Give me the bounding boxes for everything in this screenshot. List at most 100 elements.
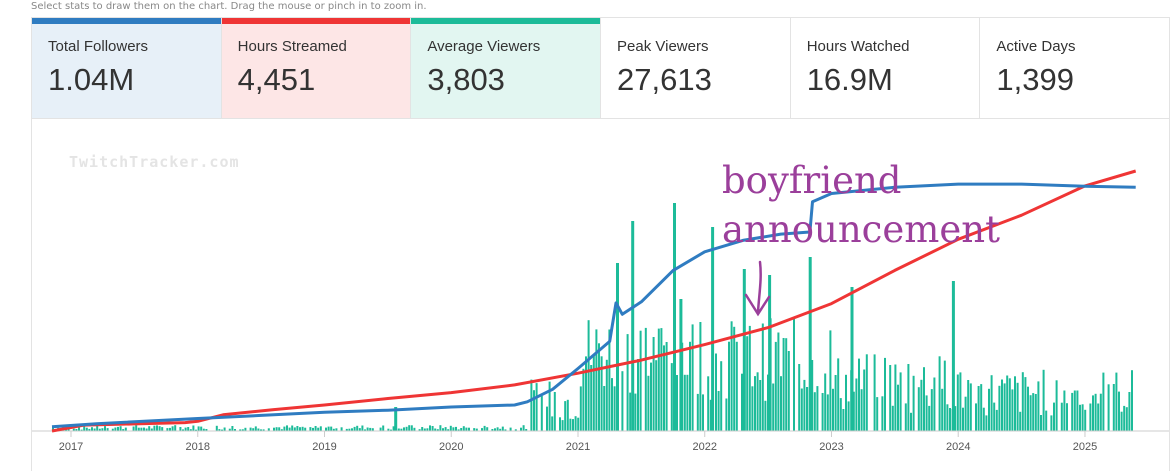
viewer-bar bbox=[863, 369, 866, 431]
viewer-bar bbox=[366, 427, 369, 431]
viewer-bar bbox=[356, 425, 359, 431]
viewer-bar bbox=[1021, 372, 1024, 431]
viewer-bar bbox=[780, 376, 782, 431]
viewer-bar bbox=[304, 427, 307, 431]
stat-peak-viewers[interactable]: Peak Viewers 27,613 bbox=[601, 18, 791, 118]
viewer-bar bbox=[925, 395, 928, 431]
viewer-bar bbox=[572, 419, 574, 431]
viewer-bar bbox=[509, 427, 512, 431]
viewer-bar bbox=[288, 427, 291, 431]
viewer-bar bbox=[988, 388, 990, 431]
viewer-bar bbox=[928, 405, 931, 431]
handwritten-annotation: boyfriend announcement bbox=[722, 159, 1000, 317]
stat-hours-streamed[interactable]: Hours Streamed 4,451 bbox=[221, 18, 412, 118]
viewer-bar bbox=[223, 427, 226, 431]
x-tick-label: 2024 bbox=[946, 441, 970, 453]
viewer-bar bbox=[340, 427, 343, 431]
viewer-bar bbox=[80, 429, 83, 431]
stat-value: 4,451 bbox=[237, 62, 316, 97]
viewer-bar bbox=[897, 384, 899, 431]
viewer-bar-spike bbox=[631, 221, 635, 431]
viewer-bar bbox=[293, 427, 296, 431]
viewer-bar bbox=[1131, 370, 1133, 431]
viewer-bar bbox=[153, 425, 156, 431]
viewer-bar bbox=[720, 361, 723, 431]
viewer-bar bbox=[392, 426, 395, 431]
viewer-bar bbox=[715, 353, 717, 431]
chart-area[interactable]: TwitchTracker.com 2017 2018 2019 2020 2021 20… bbox=[31, 119, 1170, 471]
viewer-bar bbox=[647, 375, 650, 431]
x-tick-label: 2023 bbox=[819, 441, 843, 453]
viewer-bar bbox=[611, 378, 613, 431]
viewer-bar bbox=[702, 394, 704, 431]
viewer-bar bbox=[452, 427, 455, 431]
viewer-bar bbox=[930, 389, 933, 431]
viewer-bar bbox=[327, 426, 330, 431]
stat-hours-watched[interactable]: Hours Watched 16.9M bbox=[790, 18, 981, 118]
viewer-bar bbox=[283, 426, 286, 431]
viewer-bar-spike bbox=[742, 269, 746, 431]
viewer-bar-spike bbox=[616, 263, 619, 431]
viewer-bar bbox=[873, 354, 876, 431]
viewer-bar bbox=[361, 425, 364, 431]
viewer-bar bbox=[652, 337, 655, 431]
viewer-bar bbox=[956, 374, 959, 431]
viewer-bar bbox=[93, 428, 96, 431]
viewer-bar bbox=[1045, 410, 1048, 431]
stats-bar: Total Followers 1.04M Hours Streamed 4,4… bbox=[31, 17, 1170, 119]
stat-label: Hours Watched bbox=[806, 38, 910, 55]
viewer-bar bbox=[179, 427, 182, 431]
viewer-bar bbox=[1123, 405, 1126, 431]
viewer-bar bbox=[696, 393, 699, 431]
chart-svg[interactable]: TwitchTracker.com 2017 2018 2019 2020 2021 20… bbox=[32, 119, 1169, 471]
viewer-bar bbox=[782, 338, 785, 431]
viewer-bar bbox=[111, 428, 114, 431]
viewer-bar bbox=[296, 426, 299, 431]
stat-accent-bar bbox=[411, 18, 601, 24]
viewer-bar bbox=[1125, 407, 1128, 431]
stat-active-days[interactable]: Active Days 1,399 bbox=[980, 18, 1170, 118]
viewer-bar bbox=[156, 425, 158, 431]
viewer-bar bbox=[273, 427, 275, 431]
viewer-bar bbox=[839, 398, 842, 431]
viewer-bar bbox=[813, 392, 816, 431]
viewer-bar bbox=[299, 427, 301, 431]
viewer-bar bbox=[239, 429, 242, 431]
viewer-bar bbox=[439, 425, 442, 431]
viewer-bar bbox=[689, 341, 691, 431]
viewer-bar bbox=[806, 387, 808, 431]
viewer-bar bbox=[101, 428, 104, 431]
viewer-bar bbox=[231, 426, 234, 431]
viewer-bar bbox=[608, 329, 611, 431]
viewer-bar bbox=[637, 359, 639, 431]
viewer-bar bbox=[171, 426, 174, 431]
viewer-bar bbox=[184, 427, 187, 431]
viewer-bar bbox=[106, 428, 109, 431]
viewer-bar bbox=[959, 372, 962, 431]
viewer-bar bbox=[494, 428, 496, 431]
viewer-bar bbox=[699, 322, 702, 431]
viewer-bar bbox=[852, 391, 855, 431]
viewer-bar bbox=[91, 427, 93, 431]
viewer-bar bbox=[798, 364, 801, 431]
viewer-bar bbox=[912, 375, 915, 431]
viewer-bar bbox=[122, 429, 125, 431]
viewer-bar bbox=[481, 428, 483, 431]
viewer-bar bbox=[520, 427, 522, 431]
viewer-bar bbox=[574, 416, 577, 431]
viewer-bar bbox=[899, 372, 902, 431]
viewer-bar bbox=[275, 427, 278, 431]
viewer-bar bbox=[291, 425, 294, 431]
viewer-bar bbox=[72, 428, 75, 431]
stat-average-viewers[interactable]: Average Viewers 3,803 bbox=[411, 18, 602, 118]
viewer-bar bbox=[496, 427, 499, 431]
viewer-bar bbox=[845, 374, 847, 431]
stat-total-followers[interactable]: Total Followers 1.04M bbox=[32, 18, 222, 118]
viewer-bar bbox=[884, 357, 886, 431]
viewer-bar-spike bbox=[951, 281, 955, 431]
viewer-bar bbox=[964, 396, 967, 431]
viewer-bar bbox=[904, 403, 907, 431]
viewer-bar bbox=[733, 326, 736, 431]
viewer-bar bbox=[847, 401, 850, 431]
viewer-bar bbox=[889, 365, 892, 431]
